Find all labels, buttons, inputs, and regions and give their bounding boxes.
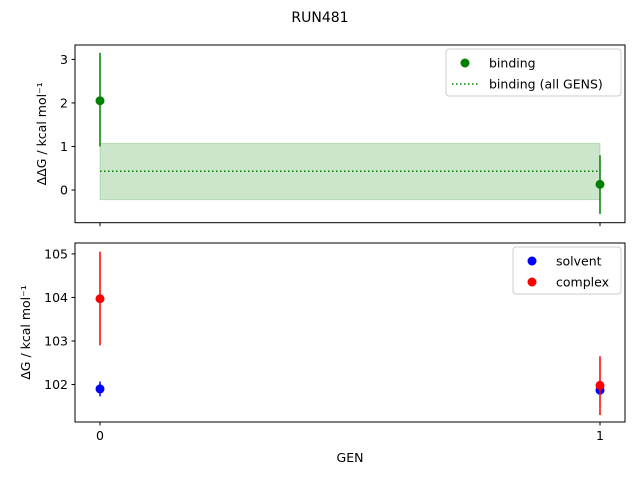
legend: solvent complex: [512, 246, 622, 295]
y-tick-label: 0: [60, 183, 68, 198]
legend-label: solvent: [556, 254, 602, 269]
legend-label: binding: [489, 56, 536, 71]
figure-title: RUN481: [291, 10, 348, 26]
y-tick-label: 3: [60, 52, 68, 67]
x-axis-label: GEN: [337, 450, 364, 465]
y-axis-label: ΔΔG / kcal mol⁻¹: [34, 82, 49, 185]
y-tick-label: 103: [44, 333, 68, 348]
axes-frame: [74, 44, 626, 224]
bottom-panel: 102 103 104 105 0 1 ΔG / kcal mol⁻¹ GEN solvent c…: [18, 242, 626, 465]
legend-marker: [527, 277, 537, 287]
x-tick-label: 0: [96, 428, 104, 443]
x-tick-label: 1: [596, 428, 604, 443]
legend-label: complex: [556, 275, 609, 290]
data-point: [95, 96, 105, 106]
data-point: [95, 294, 105, 304]
legend-label: binding (all GENS): [489, 77, 603, 92]
y-axis-label: ΔG / kcal mol⁻¹: [18, 285, 33, 380]
axes-frame: [74, 242, 626, 423]
data-point: [95, 384, 105, 394]
data-point: [595, 380, 605, 390]
legend-box: [445, 48, 622, 97]
y-tick-label: 2: [60, 95, 68, 110]
legend-marker: [527, 256, 537, 266]
data-point: [595, 179, 605, 189]
legend-marker: [460, 58, 470, 68]
y-tick-label: 102: [44, 377, 68, 392]
y-tick-label: 1: [60, 139, 68, 154]
legend-box: [512, 246, 622, 295]
y-tick-label: 104: [44, 290, 68, 305]
legend: binding binding (all GENS): [445, 48, 622, 97]
top-panel: 0 1 2 3 ΔΔG / kcal mol⁻¹ binding binding (all …: [34, 44, 626, 227]
y-tick-label: 105: [44, 246, 68, 261]
